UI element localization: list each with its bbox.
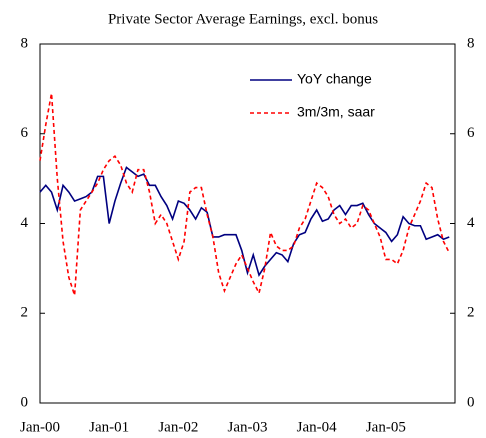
y-tick-label: 8	[21, 35, 29, 51]
x-tick-label: Jan-02	[158, 419, 198, 435]
y2-tick-label: 6	[467, 125, 475, 141]
legend-label: YoY change	[297, 71, 372, 87]
y2-tick-label: 0	[467, 394, 475, 410]
y-tick-label: 2	[21, 305, 29, 321]
chart-title: Private Sector Average Earnings, excl. b…	[108, 11, 378, 27]
legend-label: 3m/3m, saar	[297, 104, 375, 120]
y2-tick-label: 2	[467, 305, 475, 321]
x-tick-label: Jan-05	[366, 419, 406, 435]
y-tick-label: 6	[21, 125, 29, 141]
plot-frame	[39, 43, 456, 404]
x-tick-label: Jan-04	[297, 419, 337, 435]
x-tick-label: Jan-00	[20, 419, 60, 435]
y2-tick-label: 8	[467, 35, 475, 51]
y2-tick-label: 4	[467, 215, 475, 231]
y-tick-label: 4	[21, 215, 29, 231]
x-tick-label: Jan-01	[89, 419, 129, 435]
x-tick-label: Jan-03	[228, 419, 268, 435]
y-tick-label: 0	[21, 394, 29, 410]
series-line	[39, 93, 450, 296]
